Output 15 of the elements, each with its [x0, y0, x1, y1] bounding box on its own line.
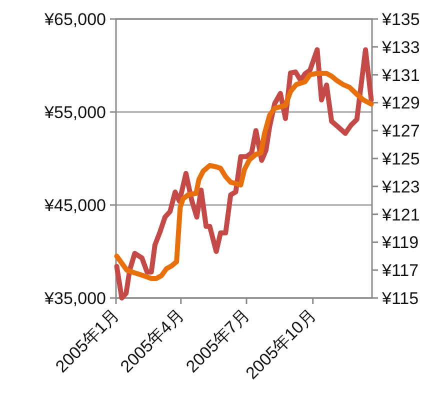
y2-tick-label: ¥123: [381, 177, 420, 196]
y-tick-label: ¥65,000: [44, 10, 106, 29]
y2-tick-label: ¥135: [381, 10, 420, 29]
y2-tick-label: ¥131: [381, 66, 420, 85]
y2-tick-label: ¥127: [381, 122, 420, 141]
y-tick-label: ¥45,000: [44, 196, 106, 215]
y-tick-label: ¥35,000: [44, 289, 106, 308]
y2-tick-label: ¥119: [381, 233, 419, 252]
y2-tick-label: ¥115: [381, 289, 419, 308]
y2-tick-label: ¥133: [381, 38, 420, 57]
y2-tick-label: ¥125: [381, 150, 420, 168]
y2-tick-label: ¥121: [381, 205, 420, 224]
y-tick-label: ¥55,000: [44, 103, 106, 122]
y2-tick-label: ¥129: [381, 94, 420, 113]
y2-tick-label: ¥117: [381, 261, 419, 280]
